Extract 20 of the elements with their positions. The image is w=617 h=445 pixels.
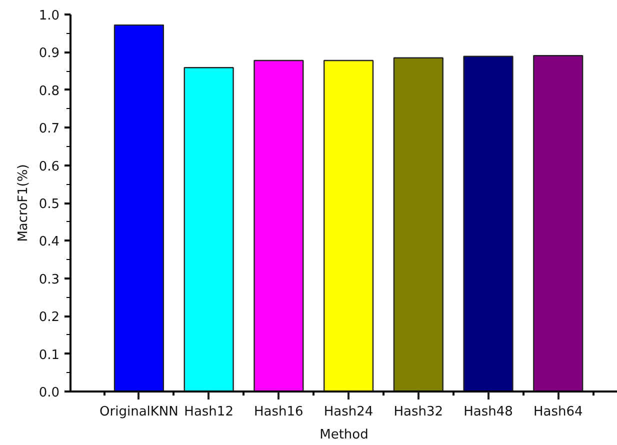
y-tick-label: 0.4 (38, 234, 60, 250)
y-tick-label: 0.5 (38, 197, 60, 212)
y-tick-label: 1.0 (38, 8, 60, 24)
x-axis-title: Method (320, 428, 368, 442)
x-tick-label: Hash24 (324, 404, 374, 420)
x-tick-label: OriginalKNN (100, 404, 178, 420)
x-tick-label: Hash32 (394, 404, 444, 420)
x-tick-label: Hash16 (254, 404, 304, 420)
y-tick-label: 0.2 (38, 310, 60, 326)
y-tick-label: 0.0 (38, 386, 60, 400)
y-tick-label: 0.9 (38, 46, 60, 62)
x-tick-label: Hash64 (533, 404, 583, 420)
y-axis-title: MacroF1(%) (16, 164, 31, 242)
y-tick-label: 0.3 (38, 272, 60, 288)
x-tick-label: Hash48 (464, 404, 513, 420)
y-tick-label: 0.6 (38, 159, 60, 174)
y-tick-label: 0.8 (38, 84, 60, 99)
x-tick-label: Hash12 (184, 404, 234, 420)
y-tick-label: 0.7 (38, 122, 60, 137)
y-tick-label: 0.1 (38, 348, 60, 363)
